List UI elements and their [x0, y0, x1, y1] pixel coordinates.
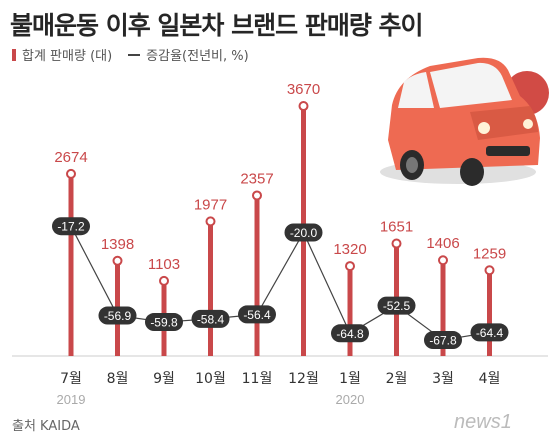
rate-value-label: -56.9 [104, 309, 132, 323]
bar-marker-10 [484, 265, 495, 276]
rate-pill-1 [52, 217, 90, 236]
rate-value-label: -64.4 [476, 326, 504, 340]
rate-value-label: -59.8 [150, 316, 178, 330]
page-title: 불매운동 이후 일본차 브랜드 판매량 추이 [10, 11, 424, 40]
x-tick-label: 4월 [479, 371, 501, 387]
bar-7 [347, 266, 353, 356]
year-label: 2020 [336, 392, 365, 407]
bar-4 [208, 221, 213, 356]
legend-bar-swatch [12, 48, 16, 61]
bar-marker-9 [438, 255, 448, 266]
car-illustration [380, 57, 549, 186]
x-tick-label: 11월 [242, 371, 273, 387]
bar-marker-8 [391, 238, 402, 249]
year-label: 2019 [57, 392, 86, 407]
rate-value-label: -17.2 [57, 220, 85, 234]
rate-pill-8 [377, 296, 416, 315]
chart-legend: 합계 판매량 (대) 증감율(전년비, %) [12, 45, 249, 64]
rate-pill-9 [424, 331, 462, 350]
bar-1 [68, 173, 74, 356]
bar-value-label: 1977 [194, 196, 227, 213]
bar-value-label: 1320 [333, 241, 366, 258]
bar-value-label: 2357 [240, 170, 273, 187]
bar-10 [487, 270, 492, 356]
rate-pill-6 [284, 223, 323, 242]
rate-value-label: -56.4 [243, 308, 271, 322]
x-tick-label: 8월 [107, 371, 129, 387]
rate-value-label: -67.8 [429, 334, 457, 348]
x-tick-label: 12월 [288, 371, 319, 387]
legend-line-swatch [128, 53, 141, 56]
source-credit: 출처 KAIDA [12, 419, 80, 434]
rate-line [70, 225, 490, 341]
x-tick-label: 7월 [60, 371, 82, 387]
legend-line-label: 증감율(전년비, %) [146, 49, 249, 64]
rate-pill-2 [98, 306, 137, 325]
bar-value-label: 1103 [148, 256, 180, 273]
bar-value-label: 2674 [54, 149, 87, 166]
bar-marker-1 [66, 168, 76, 179]
logo-text: news1 [454, 411, 512, 433]
rate-value-label: -58.4 [197, 312, 225, 326]
x-tick-label: 9월 [153, 371, 175, 387]
bar-value-label: 3670 [287, 81, 320, 98]
x-tick-label: 10월 [195, 371, 226, 387]
rate-pill-10 [470, 323, 509, 342]
x-tick-label: 2월 [386, 371, 408, 387]
rate-pill-7 [331, 324, 369, 343]
rate-value-label: -52.5 [383, 299, 411, 313]
news1-logo: news1 [452, 408, 552, 442]
bar-marker-3 [159, 275, 169, 286]
bar-value-label: 1406 [426, 235, 459, 252]
rate-value-label: -64.8 [336, 327, 364, 341]
bar-marker-4 [205, 216, 216, 227]
bar-value-label: 1259 [473, 245, 506, 262]
rate-pill-3 [145, 313, 183, 332]
x-tick-label: 1월 [339, 371, 361, 387]
rate-pill-4 [191, 309, 230, 328]
bar-value-label: 1398 [101, 236, 134, 253]
bar-marker-7 [345, 261, 355, 272]
bar-marker-5 [252, 190, 262, 201]
bar-marker-6 [298, 101, 309, 112]
bar-9 [440, 260, 446, 356]
x-tick-label: 3월 [432, 371, 454, 387]
rate-value-label: -20.0 [290, 226, 318, 240]
bar-marker-2 [112, 255, 123, 266]
bar-5 [254, 195, 260, 356]
legend-bar-label: 합계 판매량 (대) [22, 49, 113, 64]
rate-pill-5 [238, 305, 276, 324]
bar-value-label: 1651 [380, 219, 413, 236]
